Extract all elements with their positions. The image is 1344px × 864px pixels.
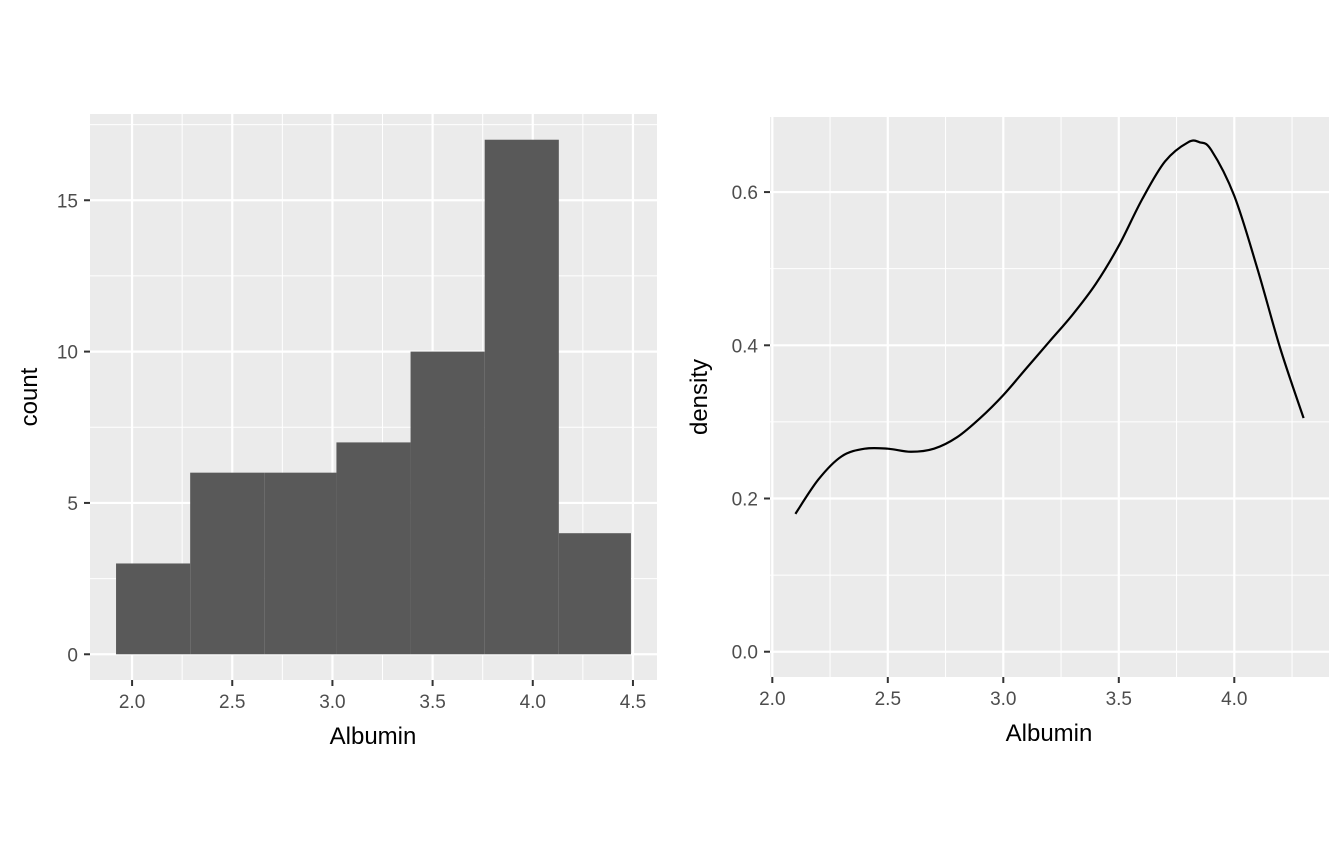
histogram-chart: 2.0 2.5 3.0 3.5 4.0 4.5 0 5 10 15 Albumin count — [16, 114, 657, 750]
histogram-x-axis-title: Albumin — [330, 723, 417, 750]
histogram-x-axis: 2.0 2.5 3.0 3.5 4.0 4.5 — [119, 680, 646, 713]
x-tick-label: 2.5 — [875, 689, 901, 710]
y-tick-label: 5 — [67, 494, 78, 515]
histogram-bar — [336, 442, 411, 655]
y-tick-label: 0.4 — [732, 336, 759, 357]
x-tick-label: 3.5 — [419, 692, 445, 713]
x-tick-label: 2.5 — [219, 692, 245, 713]
x-tick-label: 4.5 — [620, 692, 646, 713]
y-tick-label: 0 — [67, 645, 78, 666]
y-tick-label: 0.2 — [732, 490, 758, 511]
y-tick-label: 10 — [57, 343, 78, 364]
x-tick-label: 3.5 — [1106, 689, 1132, 710]
histogram-bar — [410, 351, 485, 655]
histogram-bar — [116, 563, 191, 655]
histogram-y-axis: 0 5 10 15 — [57, 191, 90, 666]
density-y-axis-title: density — [686, 359, 713, 435]
x-tick-label: 3.0 — [319, 692, 345, 713]
y-tick-label: 15 — [57, 191, 78, 212]
histogram-y-axis-title: count — [16, 367, 43, 426]
x-tick-label: 3.0 — [990, 689, 1016, 710]
histogram-bars — [116, 139, 631, 655]
y-tick-label: 0.6 — [732, 183, 758, 204]
density-x-axis: 2.0 2.5 3.0 3.5 4.0 — [759, 677, 1248, 710]
density-y-axis: 0.0 0.2 0.4 0.6 — [732, 183, 770, 664]
x-tick-label: 2.0 — [759, 689, 785, 710]
x-tick-label: 4.0 — [520, 692, 546, 713]
x-tick-label: 2.0 — [119, 692, 145, 713]
density-curve — [794, 139, 1305, 515]
density-chart: 2.0 2.5 3.0 3.5 4.0 0.0 0.2 0.4 0.6 Albumin den… — [686, 117, 1329, 747]
histogram-bar — [558, 533, 631, 655]
x-tick-label: 4.0 — [1221, 689, 1247, 710]
density-panel-background — [770, 117, 1329, 677]
density-gridlines — [770, 117, 1329, 677]
histogram-bar — [190, 472, 265, 655]
y-tick-label: 0.0 — [732, 643, 758, 664]
histogram-bar — [264, 472, 337, 655]
density-x-axis-title: Albumin — [1006, 720, 1093, 747]
histogram-bar — [484, 139, 559, 655]
